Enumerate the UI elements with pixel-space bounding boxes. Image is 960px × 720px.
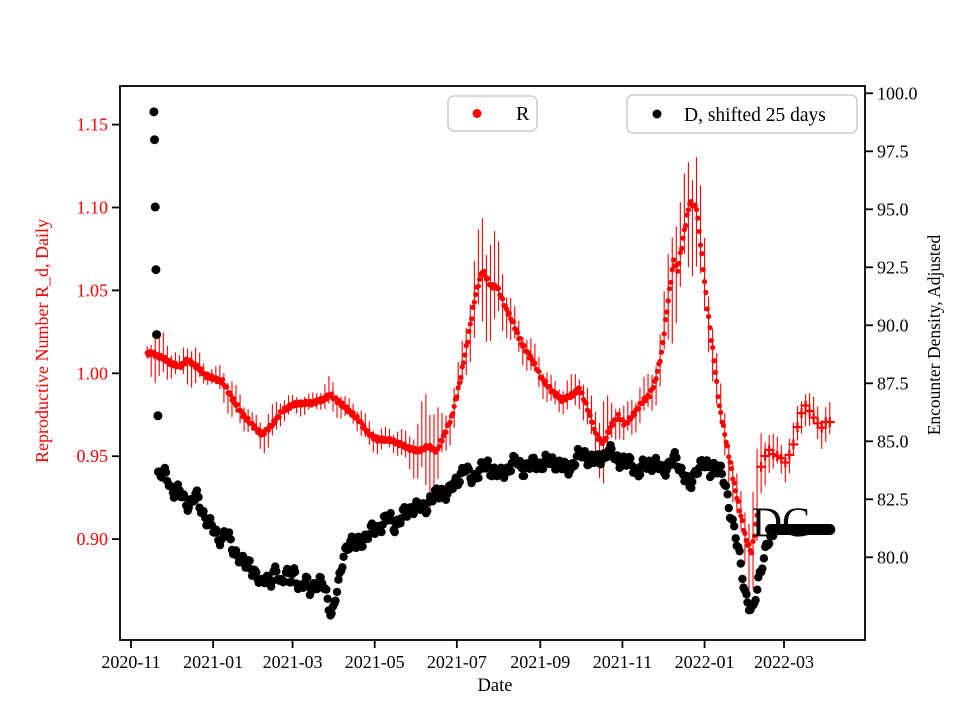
right-axis-label: Encounter Density, Adjusted xyxy=(924,234,944,435)
series-r xyxy=(144,157,835,591)
x-tick-label: 2022-03 xyxy=(754,652,814,672)
x-tick-label: 2021-03 xyxy=(263,652,323,672)
legend-label-d: D, shifted 25 days xyxy=(684,105,826,126)
left-tick-label: 1.10 xyxy=(77,198,109,218)
left-tick-label: 1.05 xyxy=(77,280,109,300)
right-tick-label: 100.0 xyxy=(877,83,918,103)
legend-box-r xyxy=(447,95,538,132)
x-tick-label: 2021-01 xyxy=(183,652,243,672)
x-tick-label: 2021-07 xyxy=(427,652,487,672)
legend-box-d xyxy=(626,94,858,134)
x-tick-label: 2021-09 xyxy=(510,652,570,672)
legend-marker-r xyxy=(472,109,482,118)
legend-marker-d xyxy=(652,109,662,119)
right-tick-label: 92.5 xyxy=(877,257,909,277)
legend: R D, shifted 25 days xyxy=(447,94,858,134)
dc-label: DC xyxy=(752,501,810,547)
right-tick-label: 90.0 xyxy=(877,315,909,335)
right-tick-label: 97.5 xyxy=(877,141,909,161)
left-axis-label: Reproductive Number R_d, Daily xyxy=(32,219,52,463)
x-tick-label: 2020-11 xyxy=(101,652,160,672)
left-tick-label: 0.90 xyxy=(77,529,109,549)
right-tick-label: 95.0 xyxy=(877,199,909,219)
right-tick-label: 85.0 xyxy=(877,431,909,451)
left-tick-label: 1.00 xyxy=(77,363,109,383)
dc-annotation: DC xyxy=(752,501,836,547)
x-tick-label: 2021-11 xyxy=(593,652,652,672)
right-tick-label: 82.5 xyxy=(877,489,909,509)
right-tick-label: 87.5 xyxy=(877,373,909,393)
legend-label-r: R xyxy=(516,103,530,125)
axes: 2020-11 2021-01 2021-03 2021-05 2021-07 2021-… xyxy=(32,83,944,696)
x-tick-label: 2022-01 xyxy=(675,652,735,672)
left-tick-label: 0.95 xyxy=(77,446,109,466)
x-tick-label: 2021-05 xyxy=(345,652,405,672)
series-d xyxy=(149,107,778,620)
left-tick-label: 1.15 xyxy=(77,115,109,135)
x-axis-label: Date xyxy=(478,676,513,696)
right-tick-label: 80.0 xyxy=(877,547,909,567)
